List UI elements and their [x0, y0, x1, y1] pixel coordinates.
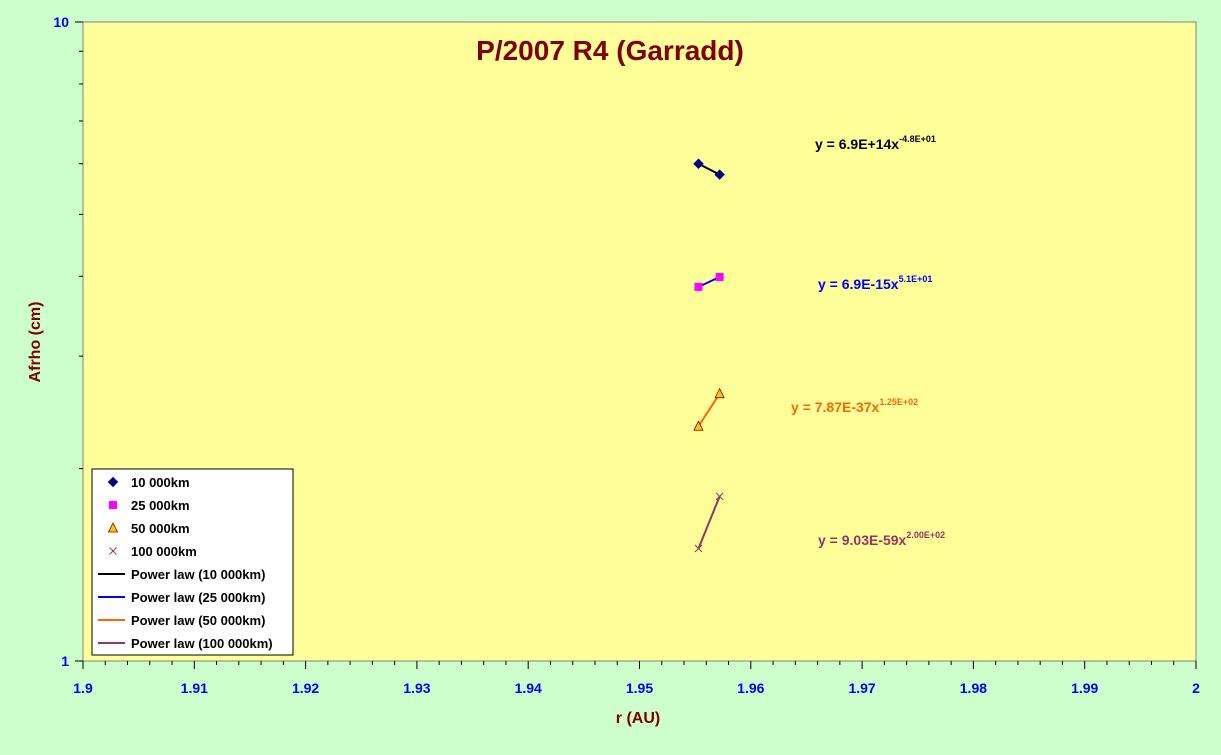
data-point [693, 158, 704, 169]
x-tick-label: 1.94 [515, 680, 542, 696]
data-point [694, 282, 703, 291]
legend-label: Power law (10 000km) [131, 567, 265, 582]
trendline-equation: y = 6.9E+14x-4.8E+01 [815, 134, 936, 152]
series-1: y = 6.9E-15x5.1E+01 [694, 272, 932, 292]
data-point [694, 544, 703, 553]
trendline-equation: y = 6.9E-15x5.1E+01 [818, 274, 932, 292]
trendline-equation: y = 9.03E-59x2.00E+02 [818, 530, 945, 548]
series-3: y = 9.03E-59x2.00E+02 [694, 492, 945, 553]
x-tick-label: 1.91 [181, 680, 208, 696]
x-marker-stroke [715, 492, 724, 501]
legend-marker [107, 522, 119, 533]
legend-box [91, 468, 294, 656]
equation-exponent: 5.1E+01 [899, 274, 933, 284]
data-point [693, 420, 704, 431]
x-tick-label: 1.98 [960, 680, 987, 696]
legend-label: Power law (100 000km) [131, 636, 273, 651]
legend-label: Power law (25 000km) [131, 590, 265, 605]
y-tick-label: 1 [61, 653, 69, 669]
equation-exponent: 2.00E+02 [906, 530, 945, 540]
legend-label: 25 000km [131, 498, 190, 513]
equation-base: y = 6.9E+14x [815, 136, 899, 152]
legend-marker [107, 476, 119, 488]
equation-exponent: -4.8E+01 [899, 134, 936, 144]
equation-base: y = 7.87E-37x [791, 399, 880, 415]
chart-title: P/2007 R4 (Garradd) [476, 35, 744, 66]
x-marker-stroke [109, 547, 117, 555]
legend-label: 10 000km [131, 475, 190, 490]
data-point [715, 492, 724, 501]
legend: 10 000km 25 000km 50 000km 100 000km Power l… [91, 468, 294, 656]
x-marker-stroke [694, 544, 703, 553]
trendline [697, 393, 721, 427]
equation-exponent: 1.25E+02 [879, 397, 918, 407]
legend-marker [109, 547, 117, 555]
legend-label: 50 000km [131, 521, 190, 536]
x-tick-label: 1.97 [848, 680, 875, 696]
x-tick-label: 1.96 [737, 680, 764, 696]
trendline [697, 495, 721, 549]
y-axis-label: Afrho (cm) [27, 302, 44, 383]
y-tick-label: 10 [53, 14, 69, 30]
series-0: y = 6.9E+14x-4.8E+01 [693, 134, 936, 180]
x-tick-label: 1.9 [73, 680, 93, 696]
legend-marker [109, 501, 117, 509]
series-2: y = 7.87E-37x1.25E+02 [693, 387, 918, 431]
legend-label: 100 000km [131, 544, 197, 559]
equation-base: y = 9.03E-59x [818, 532, 907, 548]
legend-label: Power law (50 000km) [131, 613, 265, 628]
data-point [714, 169, 725, 180]
data-point [715, 272, 724, 281]
trendline [698, 162, 721, 176]
x-axis-label: r (AU) [616, 710, 660, 727]
x-tick-label: 1.93 [403, 680, 430, 696]
data-point [714, 387, 725, 399]
x-tick-label: 2 [1192, 680, 1200, 696]
x-tick-label: 1.95 [626, 680, 653, 696]
x-tick-label: 1.99 [1071, 680, 1098, 696]
trendline-equation: y = 7.87E-37x1.25E+02 [791, 397, 918, 415]
x-tick-label: 1.92 [292, 680, 319, 696]
equation-base: y = 6.9E-15x [818, 276, 899, 292]
